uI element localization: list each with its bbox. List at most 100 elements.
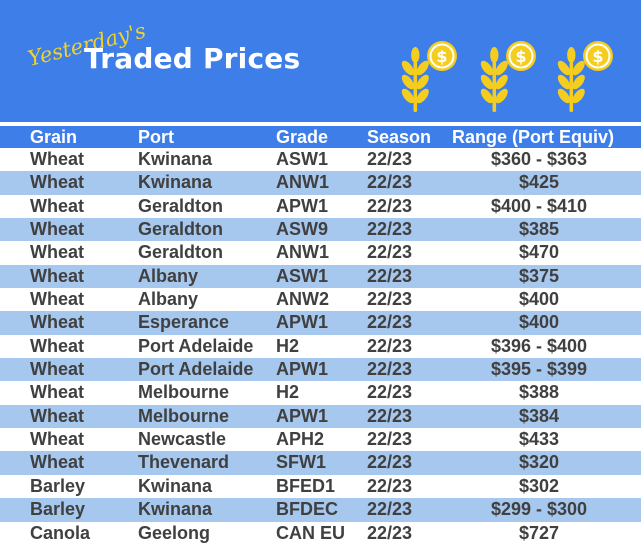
table-row: Wheat Melbourne APW1 22/23 $384 — [0, 404, 641, 429]
cell-season: 22/23 — [367, 475, 413, 496]
cell-grade: APH2 — [276, 429, 325, 450]
cell-port: Melbourne — [138, 405, 230, 426]
cell-port: Geraldton — [138, 242, 224, 263]
cell-port: Geraldton — [138, 219, 224, 240]
cell-season: 22/23 — [367, 242, 413, 263]
cell-grade: H2 — [276, 335, 300, 356]
cell-grade: APW1 — [276, 312, 329, 333]
cell-range: $384 — [518, 405, 560, 426]
cell-range: $425 — [518, 172, 560, 193]
cell-season: 22/23 — [367, 265, 413, 286]
cell-port: Albany — [138, 289, 199, 310]
cell-grade: SFW1 — [276, 452, 327, 473]
table-row: Wheat Melbourne H2 22/23 $388 — [0, 381, 641, 405]
cell-grade: ASW9 — [276, 219, 329, 240]
table-row: Wheat Newcastle APH2 22/23 $433 — [0, 428, 641, 452]
table-row: Wheat Albany ANW2 22/23 $400 — [0, 288, 641, 312]
table-row: Wheat Albany ASW1 22/23 $375 — [0, 264, 641, 289]
cell-range: $470 — [518, 242, 560, 263]
cell-grade: ASW1 — [276, 149, 329, 169]
cell-grain: Wheat — [30, 265, 84, 286]
cell-season: 22/23 — [367, 429, 413, 450]
svg-text:$: $ — [515, 47, 526, 66]
cell-grain: Wheat — [30, 359, 84, 380]
cell-range: $375 — [518, 265, 560, 286]
table-row: Wheat Geraldton ANW1 22/23 $470 — [0, 241, 641, 265]
cell-port: Kwinana — [138, 149, 213, 169]
cell-season: 22/23 — [367, 289, 413, 310]
table-row: Barley Kwinana BFED1 22/23 $302 — [0, 474, 641, 499]
cell-grade: APW1 — [276, 359, 329, 380]
cell-season: 22/23 — [367, 499, 413, 520]
cell-range: $302 — [518, 475, 560, 496]
cell-port: Kwinana — [138, 172, 213, 193]
cell-season: 22/23 — [367, 149, 413, 169]
table-row: Canola Geelong CAN EU 22/23 $727 — [0, 521, 641, 545]
cell-range: $400 — [518, 312, 560, 333]
cell-grain: Wheat — [30, 172, 84, 193]
wheat-coin-icon: $ — [554, 40, 620, 116]
cell-grain: Wheat — [30, 429, 84, 450]
cell-range: $388 — [518, 382, 560, 403]
cell-grain: Wheat — [30, 242, 84, 263]
table-row: Wheat Thevenard SFW1 22/23 $320 — [0, 451, 641, 475]
cell-range: $400 - $410 — [490, 195, 588, 216]
cell-season: 22/23 — [367, 452, 413, 473]
table-row: Wheat Port Adelaide APW1 22/23 $395 - $399 — [0, 358, 641, 382]
cell-season: 22/23 — [367, 335, 413, 356]
cell-port: Geraldton — [138, 195, 224, 216]
header-grain: Grain — [30, 127, 78, 147]
cell-grain: Wheat — [30, 289, 84, 310]
cell-grain: Wheat — [30, 195, 84, 216]
cell-grain: Barley — [30, 475, 86, 496]
table-row: Wheat Geraldton ASW9 22/23 $385 — [0, 218, 641, 242]
table-body: Wheat Kwinana ASW1 22/23 $360 - $363 Wheat Kwi… — [0, 148, 641, 545]
cell-range: $360 - $363 — [490, 149, 588, 169]
cell-grade: ANW1 — [276, 172, 329, 193]
page-title: Traded Prices — [84, 42, 301, 75]
cell-grain: Wheat — [30, 382, 84, 403]
header-season: Season — [367, 127, 432, 147]
cell-range: $299 - $300 — [490, 499, 588, 520]
table-row: Wheat Kwinana ANW1 22/23 $425 — [0, 171, 641, 195]
cell-range: $396 - $400 — [490, 335, 588, 356]
cell-grain: Wheat — [30, 452, 84, 473]
cell-grain: Canola — [30, 522, 91, 543]
table-row: Wheat Kwinana ASW1 22/23 $360 - $363 — [0, 148, 641, 172]
cell-season: 22/23 — [367, 405, 413, 426]
cell-season: 22/23 — [367, 359, 413, 380]
table-header-row: Grain Port Grade Season Range (Port Equi… — [0, 126, 641, 148]
cell-range: $395 - $399 — [490, 359, 588, 380]
cell-port: Esperance — [138, 312, 230, 333]
table-row: Wheat Port Adelaide H2 22/23 $396 - $400 — [0, 334, 641, 359]
table-row: Barley Kwinana BFDEC 22/23 $299 - $300 — [0, 498, 641, 522]
cell-season: 22/23 — [367, 382, 413, 403]
cell-port: Newcastle — [138, 429, 227, 450]
cell-grain: Wheat — [30, 312, 84, 333]
cell-grain: Wheat — [30, 335, 84, 356]
banner: Yesterday's Traded Prices $ — [0, 0, 641, 122]
cell-season: 22/23 — [367, 219, 413, 240]
wheat-coin-icon: $ — [477, 40, 543, 116]
svg-text:$: $ — [592, 47, 603, 66]
cell-grain: Barley — [30, 499, 86, 520]
table-row: Wheat Geraldton APW1 22/23 $400 - $410 — [0, 194, 641, 219]
table-row: Wheat Esperance APW1 22/23 $400 — [0, 311, 641, 335]
cell-range: $727 — [518, 522, 560, 543]
cell-range: $400 — [518, 289, 560, 310]
cell-season: 22/23 — [367, 172, 413, 193]
wheat-coin-icon: $ — [398, 40, 464, 116]
cell-grade: ANW1 — [276, 242, 329, 263]
cell-port: Geelong — [138, 522, 211, 543]
cell-port: Melbourne — [138, 382, 230, 403]
cell-grade: BFED1 — [276, 475, 336, 496]
cell-range: $320 — [518, 452, 560, 473]
header-grade: Grade — [276, 127, 329, 147]
cell-grade: CAN EU — [276, 522, 346, 543]
cell-grade: ANW2 — [276, 289, 329, 310]
script-title: Yesterday's — [26, 20, 148, 71]
cell-range: $433 — [518, 429, 560, 450]
cell-season: 22/23 — [367, 522, 413, 543]
prices-table: Grain Port Grade Season Range (Port Equi… — [0, 126, 641, 545]
header-range: Range (Port Equiv) — [452, 127, 615, 147]
